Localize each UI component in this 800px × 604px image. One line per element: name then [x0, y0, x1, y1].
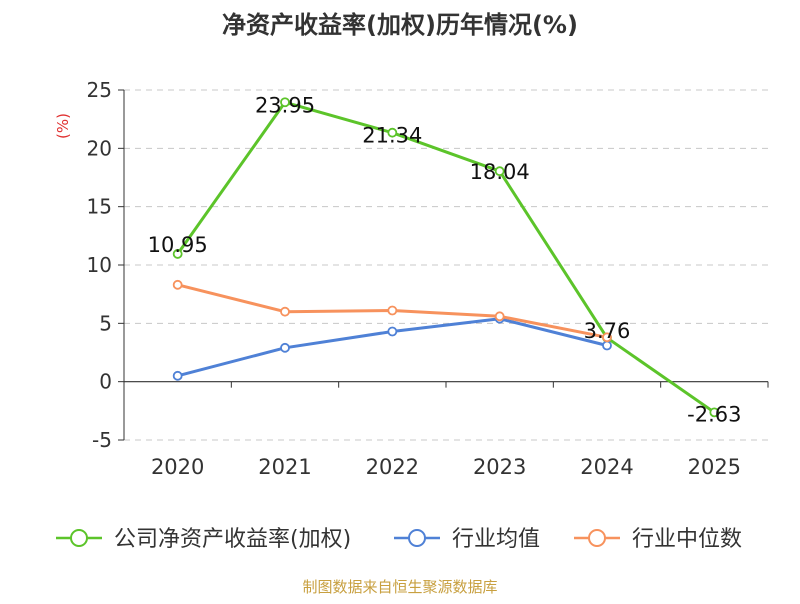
- series-1-point-1: [280, 342, 290, 353]
- x-tick-label-2: 2022: [366, 455, 419, 479]
- series-0-point-0: [172, 249, 183, 259]
- legend-marker-0: [70, 529, 88, 547]
- series-0-point-1: [280, 97, 290, 108]
- chart-title: 净资产收益率(加权)历年情况(%): [222, 11, 578, 39]
- data-label-5: -2.63: [687, 402, 741, 426]
- series-2-point-4: [602, 332, 612, 343]
- source-note: 制图数据来自恒生聚源数据库: [302, 578, 497, 596]
- series-2-point-1: [280, 306, 290, 317]
- series-2-point-2: [387, 305, 398, 316]
- series-2-point-3: [494, 311, 505, 322]
- x-tick-label-1: 2021: [258, 455, 311, 479]
- legend-marker-1: [408, 529, 426, 547]
- data-label-3: 18.04: [470, 160, 530, 184]
- y-tick-label-2: 5: [99, 311, 112, 335]
- data-label-4: 3.76: [584, 319, 631, 343]
- y-tick-label-4: 15: [87, 195, 112, 219]
- series-1-point-0: [172, 370, 183, 381]
- series-line-0: [176, 100, 716, 414]
- series-0-point-5: [709, 407, 720, 418]
- y-tick-label-3: 10: [87, 253, 112, 277]
- series-1-point-2: [387, 326, 398, 337]
- data-labels: 10.95 23.95 21.34 18.04 3.76 -2.63: [148, 93, 742, 426]
- y-tick-label-5: 20: [87, 136, 112, 160]
- legend-label-1: 行业均值: [452, 527, 540, 552]
- grid-lines: [124, 89, 768, 441]
- x-tick-label-0: 2020: [151, 455, 204, 479]
- legend: 公司净资产收益率(加权) 行业均值 行业中位数: [56, 527, 742, 552]
- x-tick-label-4: 2024: [580, 455, 633, 479]
- series-0-point-3: [494, 166, 505, 177]
- x-tick-label-5: 2025: [688, 455, 741, 479]
- data-label-2: 21.34: [362, 124, 422, 148]
- series-layer: [172, 97, 720, 418]
- x-tick-label-3: 2023: [473, 455, 526, 479]
- y-tick-label-1: 0: [99, 370, 112, 394]
- legend-label-0: 公司净资产收益率(加权): [114, 527, 351, 552]
- series-2-point-0: [172, 279, 183, 290]
- series-0-point-2: [387, 127, 398, 138]
- legend-marker-2: [588, 529, 606, 547]
- data-label-1: 23.95: [255, 93, 315, 117]
- y-tick-label-6: 25: [87, 78, 112, 102]
- data-label-0: 10.95: [148, 233, 208, 257]
- legend-label-2: 行业中位数: [632, 527, 742, 552]
- y-tick-label-0: -5: [92, 428, 112, 452]
- y-axis-label: (%): [54, 113, 72, 139]
